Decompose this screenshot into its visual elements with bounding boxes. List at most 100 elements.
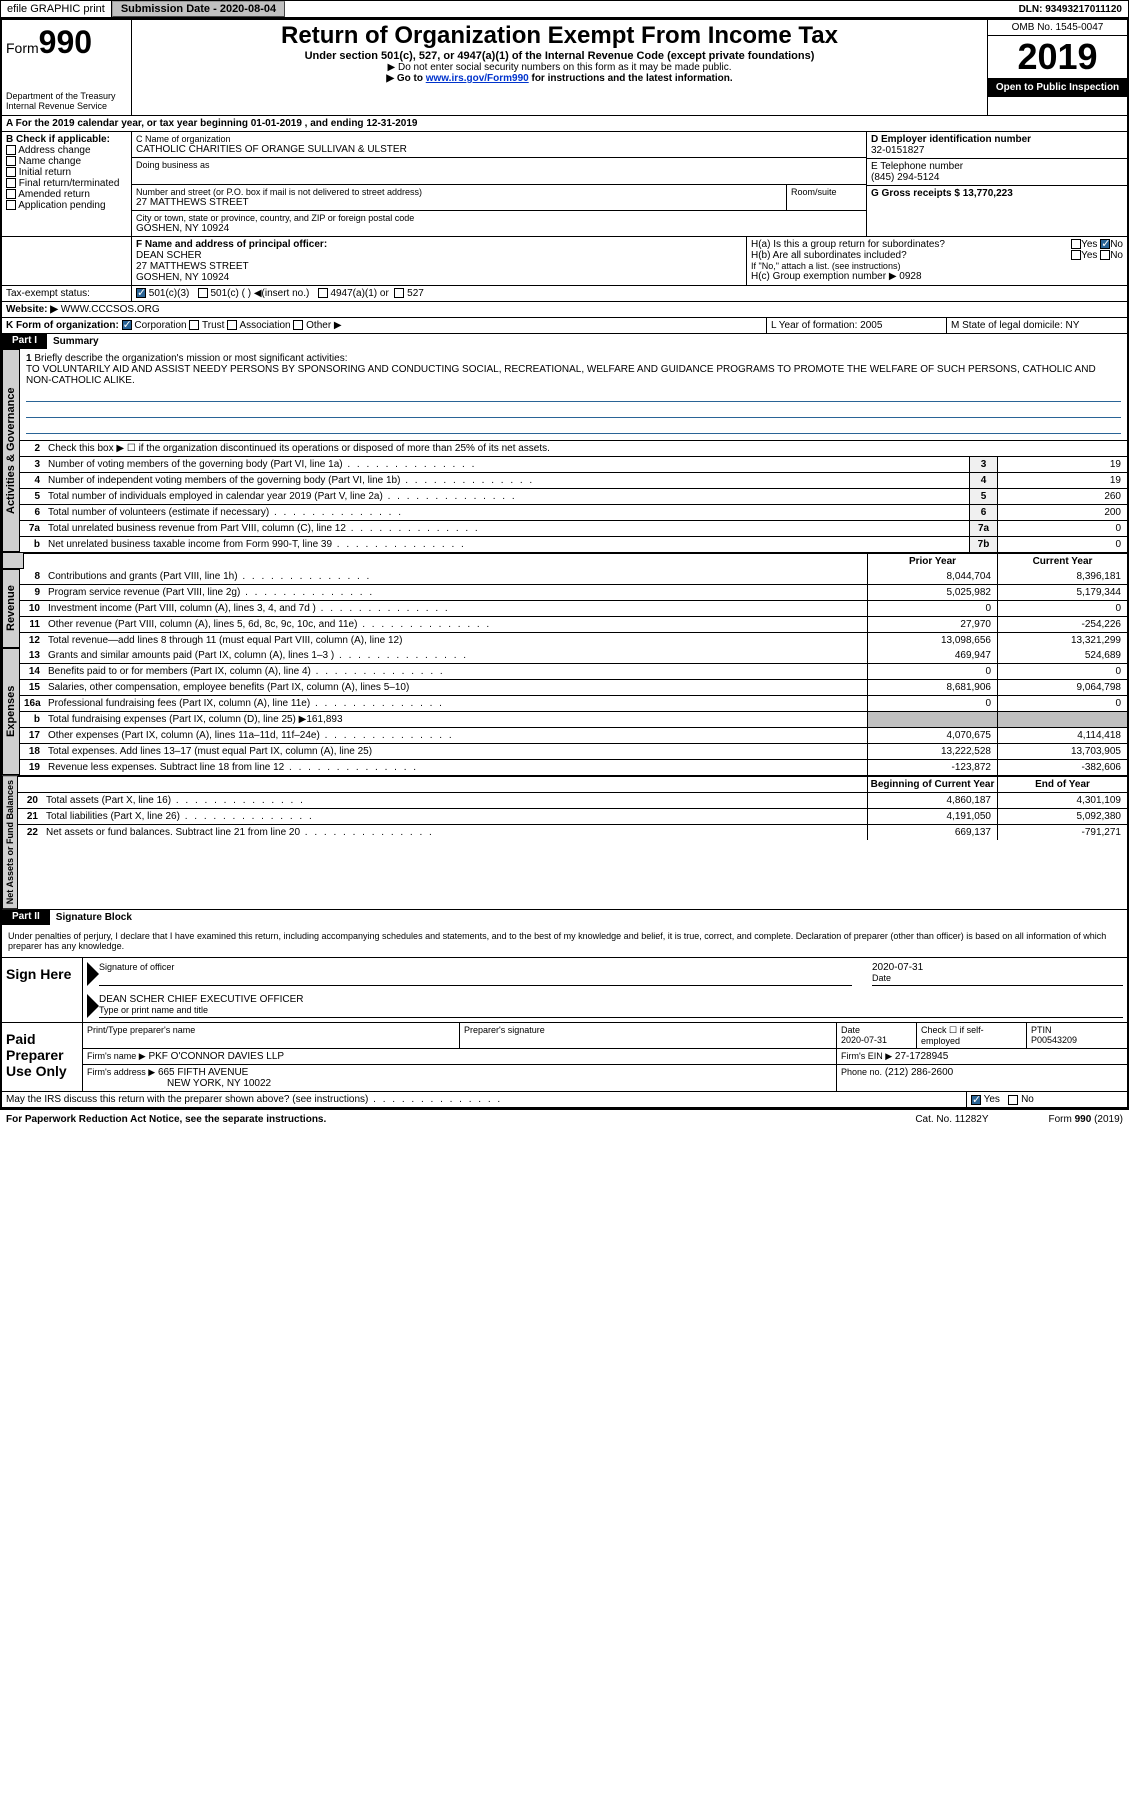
- firm-phone: (212) 286-2600: [885, 1067, 953, 1078]
- hb-label: H(b) Are all subordinates included?: [751, 250, 907, 261]
- vert-revenue: Revenue: [2, 569, 20, 648]
- mission-blank3: [26, 420, 1121, 434]
- room-label: Room/suite: [791, 187, 862, 197]
- vert-activities: Activities & Governance: [2, 349, 20, 552]
- c20: 4,301,109: [997, 793, 1127, 808]
- corp-checkbox[interactable]: [122, 320, 132, 330]
- street-label: Number and street (or P.O. box if mail i…: [136, 187, 782, 197]
- discuss-yes-checkbox[interactable]: [971, 1095, 981, 1105]
- ha-label: H(a) Is this a group return for subordin…: [751, 239, 945, 250]
- goto-prefix: ▶ Go to: [386, 73, 425, 84]
- hb-note: If "No," attach a list. (see instruction…: [751, 261, 1123, 271]
- prep-date-label: Date: [841, 1025, 860, 1035]
- name-change-checkbox[interactable]: [6, 156, 16, 166]
- firm-ein-label: Firm's EIN ▶: [841, 1051, 892, 1061]
- part1-title: Summary: [47, 333, 1127, 349]
- sign-here-label: Sign Here: [2, 958, 82, 1022]
- l7b-val: 0: [997, 537, 1127, 552]
- efile-label: efile GRAPHIC print: [1, 1, 112, 17]
- officer-typed-name: DEAN SCHER CHIEF EXECUTIVE OFFICER: [99, 994, 1123, 1005]
- ha-no: No: [1110, 239, 1123, 250]
- 501c-checkbox[interactable]: [198, 288, 208, 298]
- c13: 524,689: [997, 648, 1127, 663]
- ha-no-checkbox[interactable]: [1100, 239, 1110, 249]
- discuss-no: No: [1021, 1094, 1034, 1105]
- irs-label: Internal Revenue Service: [6, 101, 127, 111]
- form-num: 990: [39, 24, 92, 60]
- dln-label: DLN: 93493217011120: [1013, 2, 1128, 17]
- name-change-label: Name change: [19, 156, 81, 167]
- form-label: Form: [6, 40, 39, 56]
- form-ref: Form 990 (2019): [1049, 1114, 1123, 1125]
- street-value: 27 MATTHEWS STREET: [136, 197, 782, 208]
- irs-link[interactable]: www.irs.gov/Form990: [426, 73, 529, 84]
- addr-change-label: Address change: [18, 145, 90, 156]
- website-label: Website: ▶: [6, 304, 58, 315]
- l14: Benefits paid to or for members (Part IX…: [44, 664, 867, 679]
- form-subtitle: Under section 501(c), 527, or 4947(a)(1)…: [138, 50, 981, 62]
- 527-checkbox[interactable]: [394, 288, 404, 298]
- p11: 27,970: [867, 617, 997, 632]
- gross-receipts: G Gross receipts $ 13,770,223: [871, 188, 1123, 199]
- prep-sig-label: Preparer's signature: [460, 1023, 837, 1048]
- l8: Contributions and grants (Part VIII, lin…: [44, 569, 867, 584]
- c12: 13,321,299: [997, 633, 1127, 648]
- 501c3-checkbox[interactable]: [136, 288, 146, 298]
- final-return-label: Final return/terminated: [19, 178, 120, 189]
- app-pending-checkbox[interactable]: [6, 200, 16, 210]
- current-year-hdr: Current Year: [997, 554, 1127, 569]
- c19: -382,606: [997, 760, 1127, 775]
- l22: Net assets or fund balances. Subtract li…: [42, 825, 867, 840]
- 4947-checkbox[interactable]: [318, 288, 328, 298]
- l5-label: Total number of individuals employed in …: [44, 489, 969, 504]
- discuss-yes: Yes: [984, 1094, 1000, 1105]
- cb-shaded: [997, 712, 1127, 727]
- org-name: CATHOLIC CHARITIES OF ORANGE SULLIVAN & …: [136, 144, 862, 155]
- entity-block: B Check if applicable: Address change Na…: [2, 131, 1127, 236]
- addr-change-checkbox[interactable]: [6, 145, 16, 155]
- initial-return-checkbox[interactable]: [6, 167, 16, 177]
- l7b-label: Net unrelated business taxable income fr…: [44, 537, 969, 552]
- other-checkbox[interactable]: [293, 320, 303, 330]
- arrow-icon-2: [87, 994, 99, 1018]
- period-line: A For the 2019 calendar year, or tax yea…: [2, 116, 1127, 131]
- app-pending-label: Application pending: [18, 200, 105, 211]
- initial-return-label: Initial return: [19, 167, 71, 178]
- 527-label: 527: [407, 288, 424, 299]
- l3-val: 19: [997, 457, 1127, 472]
- l5-val: 260: [997, 489, 1127, 504]
- city-value: GOSHEN, NY 10924: [136, 223, 862, 234]
- phone-value: (845) 294-5124: [871, 172, 1123, 183]
- p13: 469,947: [867, 648, 997, 663]
- assoc-checkbox[interactable]: [227, 320, 237, 330]
- 4947-label: 4947(a)(1) or: [330, 288, 388, 299]
- officer-addr2: GOSHEN, NY 10924: [136, 272, 742, 283]
- mission-blank1: [26, 388, 1121, 402]
- form-header: Form990 Department of the Treasury Inter…: [2, 20, 1127, 115]
- l1-label: Briefly describe the organization's miss…: [34, 353, 347, 364]
- hb-no-checkbox[interactable]: [1100, 250, 1110, 260]
- 501c3-label: 501(c)(3): [149, 288, 190, 299]
- website-value: WWW.CCCSOS.ORG: [61, 304, 160, 315]
- discuss-no-checkbox[interactable]: [1008, 1095, 1018, 1105]
- part2-header: Part II Signature Block: [2, 909, 1127, 925]
- ha-yes-checkbox[interactable]: [1071, 239, 1081, 249]
- open-public-label: Open to Public Inspection: [988, 78, 1127, 97]
- p8: 8,044,704: [867, 569, 997, 584]
- p22: 669,137: [867, 825, 997, 840]
- p9: 5,025,982: [867, 585, 997, 600]
- l2-label: Check this box ▶ ☐ if the organization d…: [44, 441, 1127, 456]
- p17: 4,070,675: [867, 728, 997, 743]
- firm-name-label: Firm's name ▶: [87, 1051, 146, 1061]
- type-name-label: Type or print name and title: [99, 1005, 1123, 1015]
- ptin-label: PTIN: [1031, 1025, 1052, 1035]
- submission-date-button[interactable]: Submission Date - 2020-08-04: [112, 1, 285, 17]
- l16a: Professional fundraising fees (Part IX, …: [44, 696, 867, 711]
- trust-checkbox[interactable]: [189, 320, 199, 330]
- hb-no: No: [1110, 250, 1123, 261]
- hb-yes-checkbox[interactable]: [1071, 250, 1081, 260]
- amended-checkbox[interactable]: [6, 189, 16, 199]
- l21: Total liabilities (Part X, line 26): [42, 809, 867, 824]
- final-return-checkbox[interactable]: [6, 178, 16, 188]
- note-ssn: ▶ Do not enter social security numbers o…: [138, 62, 981, 73]
